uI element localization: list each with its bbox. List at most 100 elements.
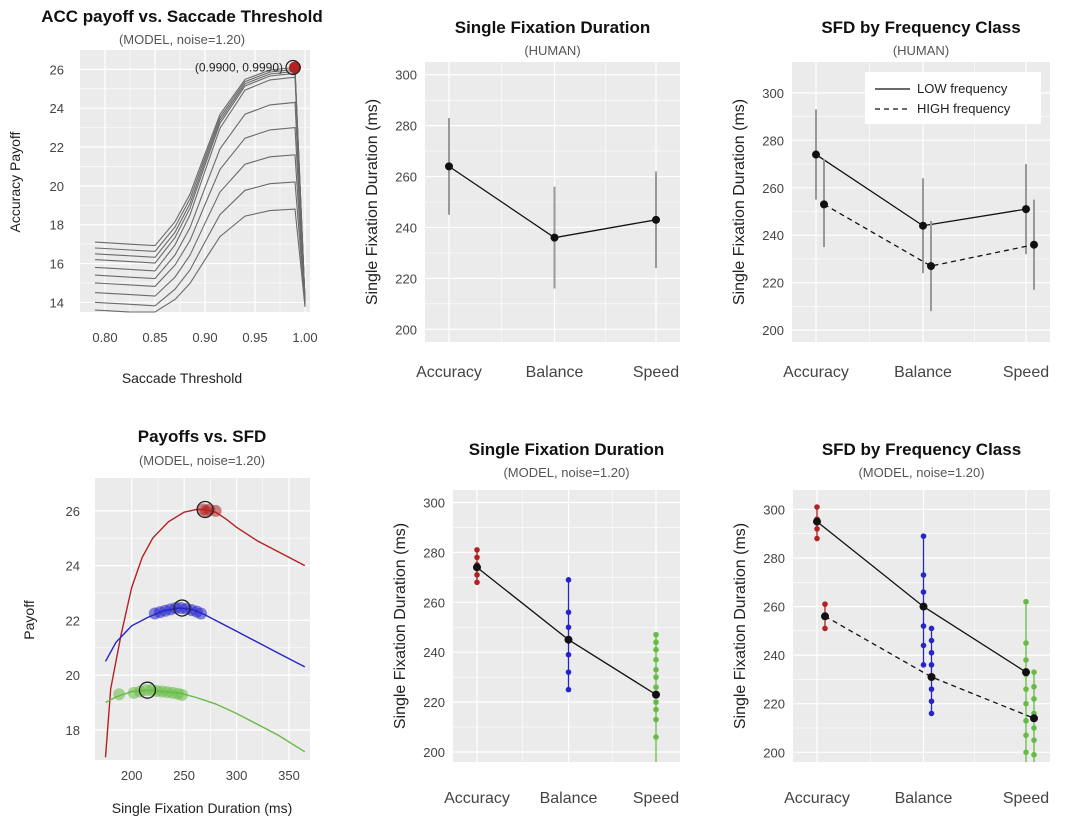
model-sample xyxy=(920,572,927,578)
x-tick-label: Balance xyxy=(895,790,953,807)
highlight-ring xyxy=(285,59,301,76)
data-point xyxy=(820,200,828,209)
x-tick-label: 0.80 xyxy=(92,330,117,345)
chart-subtitle: (MODEL, noise=1.20) xyxy=(139,453,265,468)
data-point xyxy=(1022,205,1030,214)
model-sample xyxy=(474,554,480,561)
x-tick-label: Accuracy xyxy=(444,790,510,807)
model-sample xyxy=(1023,686,1029,692)
model-sample xyxy=(653,646,659,653)
x-tick-label: Balance xyxy=(540,790,598,807)
model-sample xyxy=(920,642,927,649)
x-tick-label: Speed xyxy=(1003,790,1049,807)
x-tick-label: 0.90 xyxy=(192,330,217,345)
series-line xyxy=(824,615,1035,719)
model-sample xyxy=(653,666,659,673)
model-sample xyxy=(928,637,935,644)
chart-subtitle: (MODEL, noise=1.20) xyxy=(503,465,629,480)
y-tick-label: 24 xyxy=(50,101,64,116)
y-tick-label: 260 xyxy=(762,181,784,196)
x-tick-label: 350 xyxy=(278,768,300,783)
sample-point xyxy=(113,688,126,701)
model-sample xyxy=(653,684,659,690)
model-sample xyxy=(565,609,572,616)
y-tick-label: 280 xyxy=(763,551,785,566)
sample-point xyxy=(194,607,207,620)
payoff-curve xyxy=(94,101,306,302)
data-point xyxy=(652,690,660,699)
y-tick-label: 200 xyxy=(762,323,784,338)
y-tick-label: 300 xyxy=(762,86,784,101)
model-sample xyxy=(653,699,659,705)
y-tick-label: 280 xyxy=(762,133,784,148)
optimum-marker xyxy=(173,599,191,617)
model-sample xyxy=(653,631,659,638)
model-sample xyxy=(474,547,480,553)
y-tick-label: 20 xyxy=(50,179,64,194)
x-tick-label: 0.95 xyxy=(242,330,267,345)
payoff-curve xyxy=(94,66,306,300)
chart-subtitle: (MODEL, noise=1.20) xyxy=(119,32,245,47)
model-sample xyxy=(1031,737,1037,743)
y-tick-label: 220 xyxy=(423,695,445,710)
model-sample xyxy=(565,651,572,658)
model-sample xyxy=(565,686,572,693)
chart-title: Payoffs vs. SFD xyxy=(138,427,267,446)
model-sample xyxy=(653,639,659,646)
x-tick-label: 1.00 xyxy=(292,330,317,345)
y-tick-label: 200 xyxy=(423,745,445,760)
y-tick-label: 300 xyxy=(395,68,417,83)
y-tick-label: 240 xyxy=(395,220,417,235)
series-line xyxy=(823,203,1035,267)
model-sample xyxy=(1023,717,1029,724)
payoff-curve xyxy=(94,68,306,300)
model-sample xyxy=(822,601,828,607)
y-tick-label: 16 xyxy=(50,256,64,271)
y-tick-label: 220 xyxy=(763,697,785,712)
model-sample xyxy=(653,734,659,740)
data-point xyxy=(445,162,453,171)
payoff-curve xyxy=(94,70,306,301)
y-tick-label: 220 xyxy=(395,271,417,286)
x-tick-label: Balance xyxy=(894,364,952,381)
y-axis-label: Payoff xyxy=(21,600,37,640)
y-tick-label: 20 xyxy=(66,668,80,683)
model-sample xyxy=(1031,751,1037,758)
sample-point xyxy=(176,688,189,701)
y-tick-label: 240 xyxy=(762,228,784,243)
model-sample xyxy=(928,662,935,668)
chart-title: SFD by Frequency Class xyxy=(821,18,1020,37)
x-tick-label: Speed xyxy=(633,790,679,807)
model-sample xyxy=(928,649,935,656)
x-tick-label: Accuracy xyxy=(783,364,849,381)
optimum-marker xyxy=(196,500,214,519)
y-tick-label: 280 xyxy=(423,545,445,560)
x-tick-label: 0.85 xyxy=(142,330,167,345)
model-sample xyxy=(1023,598,1029,605)
model-sample xyxy=(1023,700,1029,707)
model-sample xyxy=(1031,669,1037,675)
y-tick-label: 260 xyxy=(423,595,445,610)
model-sample xyxy=(928,686,935,692)
data-point xyxy=(550,233,559,242)
model-sample xyxy=(920,623,927,629)
data-point xyxy=(927,262,935,271)
x-tick-label: Balance xyxy=(526,364,584,381)
data-point xyxy=(927,673,936,681)
model-sample xyxy=(653,716,659,723)
data-point xyxy=(812,150,820,159)
x-axis-label: Saccade Threshold xyxy=(122,370,242,386)
model-sample xyxy=(1023,640,1029,646)
y-tick-label: 200 xyxy=(763,745,785,760)
model-sample xyxy=(1023,749,1029,756)
model-sample xyxy=(1031,696,1037,702)
model-sample xyxy=(920,662,927,668)
y-tick-label: 18 xyxy=(50,218,64,233)
x-tick-label: 300 xyxy=(226,768,248,783)
optimum-marker xyxy=(138,681,157,699)
model-sample xyxy=(653,674,659,680)
chart-subtitle: (HUMAN) xyxy=(893,43,949,58)
data-point xyxy=(813,517,821,526)
x-tick-label: 250 xyxy=(173,768,195,783)
data-point xyxy=(1030,714,1038,723)
